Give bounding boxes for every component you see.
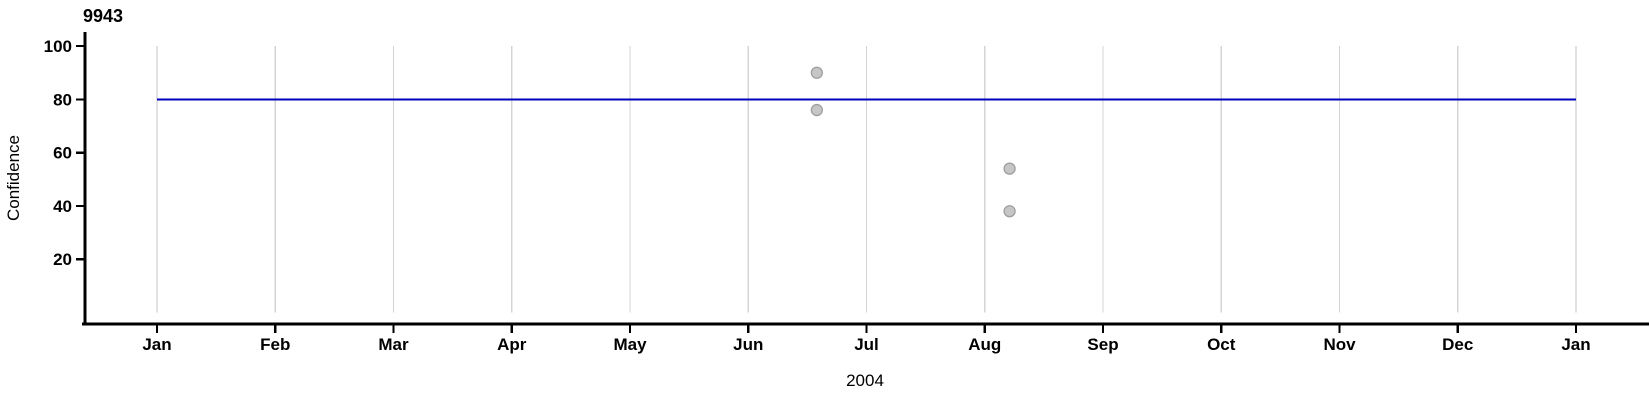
axes-layer: 20 40 60 80 100 Jan Feb Mar Apr May Jun Jul Aug Sep Oc… (44, 32, 1649, 354)
y-tick-label: 80 (53, 90, 72, 109)
panel-title: 9943 (83, 6, 123, 26)
data-point-1 (810, 103, 823, 117)
x-tick-label-sep-8: Sep (1087, 335, 1118, 354)
x-tick-label-jun-5: Jun (733, 335, 763, 354)
x-tick-label-apr-3: Apr (497, 335, 527, 354)
data-point-0 (810, 66, 823, 79)
x-tick-label-nov-10: Nov (1323, 335, 1356, 354)
data-point-3 (1003, 205, 1016, 218)
y-axis-title: Confidence (4, 135, 23, 221)
x-axis-title: 2004 (846, 371, 884, 390)
y-tick-label: 20 (53, 250, 72, 269)
x-tick-label-may-4: May (613, 335, 647, 354)
x-tick-label-feb-1: Feb (260, 335, 290, 354)
y-tick-label: 100 (44, 37, 72, 56)
x-tick-label-jan-0: Jan (142, 335, 171, 354)
y-tick-label: 40 (53, 197, 72, 216)
x-tick-label-aug-7: Aug (968, 335, 1001, 354)
gridlines-layer (156, 46, 1577, 313)
y-tick-label: 60 (53, 144, 72, 163)
x-tick-label-mar-2: Mar (378, 335, 409, 354)
x-tick-label-dec-11: Dec (1442, 335, 1473, 354)
x-tick-label-jul-6: Jul (854, 335, 879, 354)
x-tick-label-oct-9: Oct (1207, 335, 1236, 354)
labels-layer: 9943 Confidence 2004 (4, 6, 884, 390)
data-point-2 (1003, 162, 1016, 175)
series-layer (157, 66, 1576, 218)
x-tick-label-jan-12: Jan (1561, 335, 1590, 354)
